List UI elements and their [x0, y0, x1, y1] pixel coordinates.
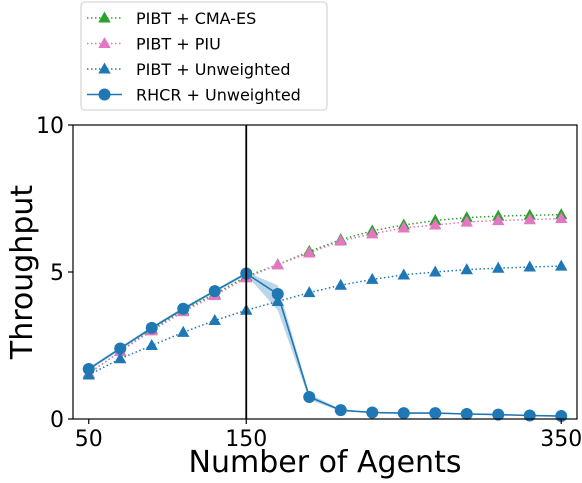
data-point	[114, 342, 127, 355]
legend-marker	[98, 11, 111, 23]
y-tick-label: 5	[50, 261, 64, 286]
data-point	[523, 409, 536, 422]
data-point	[177, 325, 190, 337]
data-point	[366, 406, 379, 419]
data-point	[145, 321, 158, 334]
data-point	[303, 246, 316, 258]
x-tick-label: 350	[540, 427, 582, 452]
legend-item-pibt-unweighted: PIBT + Unweighted	[87, 60, 291, 79]
series-rhcr-unweighted	[82, 267, 568, 423]
legend-label: PIBT + Unweighted	[136, 60, 291, 79]
data-point	[523, 213, 536, 225]
data-point	[555, 211, 568, 224]
legend-frame	[80, 1, 328, 111]
data-point	[303, 286, 316, 298]
legend-item-pibt-piu: PIBT + PIU	[87, 35, 221, 54]
data-point	[177, 302, 190, 315]
series-pibt-piu	[82, 211, 568, 378]
series-line-pibt-cma-es	[88, 213, 562, 375]
data-point	[460, 215, 473, 227]
data-point	[523, 260, 536, 272]
series-line-rhcr-unweighted	[88, 272, 562, 417]
data-point	[397, 221, 410, 233]
data-point	[208, 285, 221, 298]
data-point	[145, 339, 158, 351]
legend: PIBT + CMA-ES PIBT + PIU PIBT + Unweighted…	[80, 1, 328, 111]
legend-item-rhcr-unweighted: RHCR + Unweighted	[87, 86, 301, 105]
axis-ticks: 50 150 350 0 5 10	[36, 114, 582, 452]
data-point	[460, 263, 473, 275]
data-point	[397, 268, 410, 280]
data-point	[303, 390, 316, 403]
data-point	[114, 352, 127, 364]
data-point	[429, 265, 442, 277]
legend-item-pibt-cma-es: PIBT + CMA-ES	[87, 9, 256, 28]
data-point	[334, 234, 347, 246]
data-point	[334, 278, 347, 290]
y-axis-title: Throughput	[5, 185, 40, 360]
data-point	[82, 363, 95, 376]
series-line-pibt-unweighted	[88, 265, 562, 376]
data-point	[271, 258, 284, 270]
data-point	[429, 407, 442, 420]
x-tick-label: 50	[75, 427, 103, 452]
y-tick-label: 10	[36, 114, 64, 139]
data-point	[366, 272, 379, 284]
data-point	[271, 288, 284, 301]
data-point	[492, 214, 505, 226]
data-point	[492, 408, 505, 421]
confidence-band-rhcr-unweighted	[88, 272, 562, 417]
legend-label: PIBT + PIU	[136, 35, 221, 54]
data-point	[334, 404, 347, 417]
confidence-band-layer	[88, 272, 562, 417]
data-point	[492, 261, 505, 273]
series-pibt-cma-es	[82, 208, 568, 378]
data-point	[460, 408, 473, 421]
data-point	[397, 407, 410, 420]
legend-label: PIBT + CMA-ES	[136, 9, 256, 28]
x-axis-title: Number of Agents	[189, 445, 462, 480]
legend-marker	[98, 88, 111, 101]
data-point	[366, 227, 379, 239]
series-line-pibt-piu	[88, 217, 562, 375]
series-layer	[82, 208, 568, 423]
legend-marker	[98, 62, 111, 74]
x-tick-label: 150	[225, 427, 267, 452]
data-point	[208, 314, 221, 326]
legend-label: RHCR + Unweighted	[136, 86, 301, 105]
y-tick-label: 0	[50, 408, 64, 433]
data-point	[429, 218, 442, 230]
data-point	[555, 259, 568, 271]
series-pibt-unweighted	[82, 259, 568, 380]
legend-marker	[98, 37, 111, 49]
